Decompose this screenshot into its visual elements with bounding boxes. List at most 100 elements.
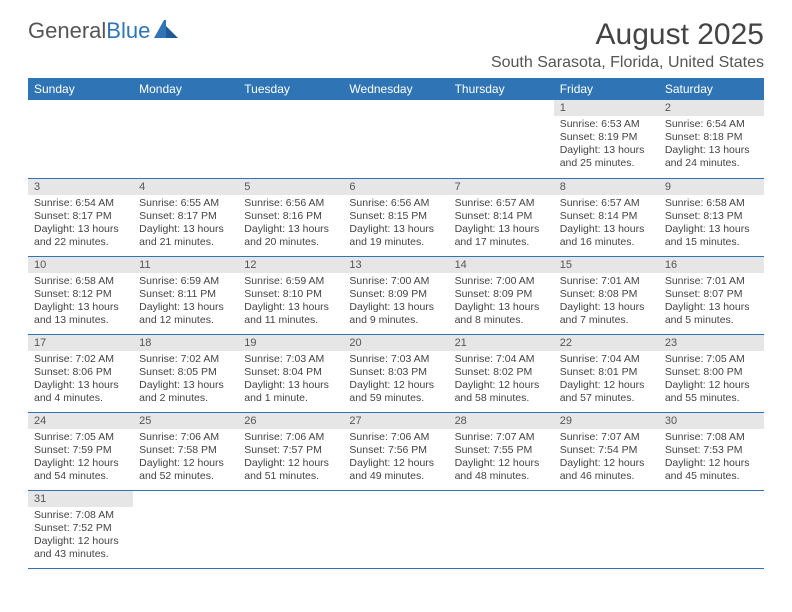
calendar-cell: 24Sunrise: 7:05 AMSunset: 7:59 PMDayligh… [28, 412, 133, 490]
calendar-cell: 13Sunrise: 7:00 AMSunset: 8:09 PMDayligh… [343, 256, 448, 334]
calendar-cell: 18Sunrise: 7:02 AMSunset: 8:05 PMDayligh… [133, 334, 238, 412]
logo: GeneralBlue [28, 18, 180, 44]
day-number: 23 [659, 335, 764, 351]
day-number: 21 [449, 335, 554, 351]
day-number: 24 [28, 413, 133, 429]
calendar-cell [659, 490, 764, 568]
day-details: Sunrise: 7:04 AMSunset: 8:01 PMDaylight:… [554, 351, 659, 410]
calendar-cell: 15Sunrise: 7:01 AMSunset: 8:08 PMDayligh… [554, 256, 659, 334]
day-number: 11 [133, 257, 238, 273]
calendar-cell: 29Sunrise: 7:07 AMSunset: 7:54 PMDayligh… [554, 412, 659, 490]
day-details: Sunrise: 7:05 AMSunset: 7:59 PMDaylight:… [28, 429, 133, 488]
day-details: Sunrise: 7:08 AMSunset: 7:52 PMDaylight:… [28, 507, 133, 566]
day-number: 12 [238, 257, 343, 273]
weekday-header: Thursday [449, 78, 554, 100]
calendar-cell: 4Sunrise: 6:55 AMSunset: 8:17 PMDaylight… [133, 178, 238, 256]
day-details: Sunrise: 7:01 AMSunset: 8:08 PMDaylight:… [554, 273, 659, 332]
day-number: 31 [28, 491, 133, 507]
day-details: Sunrise: 6:56 AMSunset: 8:16 PMDaylight:… [238, 195, 343, 254]
weekday-header: Friday [554, 78, 659, 100]
calendar-cell: 10Sunrise: 6:58 AMSunset: 8:12 PMDayligh… [28, 256, 133, 334]
day-details: Sunrise: 7:02 AMSunset: 8:06 PMDaylight:… [28, 351, 133, 410]
calendar-cell [133, 490, 238, 568]
weekday-header: Sunday [28, 78, 133, 100]
calendar-cell [449, 490, 554, 568]
calendar-cell: 19Sunrise: 7:03 AMSunset: 8:04 PMDayligh… [238, 334, 343, 412]
day-details: Sunrise: 7:00 AMSunset: 8:09 PMDaylight:… [343, 273, 448, 332]
calendar-cell: 17Sunrise: 7:02 AMSunset: 8:06 PMDayligh… [28, 334, 133, 412]
day-number: 17 [28, 335, 133, 351]
day-number: 27 [343, 413, 448, 429]
day-details: Sunrise: 6:58 AMSunset: 8:12 PMDaylight:… [28, 273, 133, 332]
day-details: Sunrise: 6:54 AMSunset: 8:17 PMDaylight:… [28, 195, 133, 254]
calendar-cell: 7Sunrise: 6:57 AMSunset: 8:14 PMDaylight… [449, 178, 554, 256]
calendar-cell [554, 490, 659, 568]
day-number: 26 [238, 413, 343, 429]
calendar-week-row: 3Sunrise: 6:54 AMSunset: 8:17 PMDaylight… [28, 178, 764, 256]
calendar-cell: 11Sunrise: 6:59 AMSunset: 8:11 PMDayligh… [133, 256, 238, 334]
day-details: Sunrise: 7:08 AMSunset: 7:53 PMDaylight:… [659, 429, 764, 488]
day-number: 3 [28, 179, 133, 195]
day-number: 16 [659, 257, 764, 273]
calendar-cell: 23Sunrise: 7:05 AMSunset: 8:00 PMDayligh… [659, 334, 764, 412]
location: South Sarasota, Florida, United States [491, 54, 764, 72]
calendar-cell [238, 100, 343, 178]
day-number: 30 [659, 413, 764, 429]
day-details: Sunrise: 6:57 AMSunset: 8:14 PMDaylight:… [449, 195, 554, 254]
day-number: 20 [343, 335, 448, 351]
day-number: 6 [343, 179, 448, 195]
calendar-cell: 26Sunrise: 7:06 AMSunset: 7:57 PMDayligh… [238, 412, 343, 490]
calendar-cell: 1Sunrise: 6:53 AMSunset: 8:19 PMDaylight… [554, 100, 659, 178]
day-number: 29 [554, 413, 659, 429]
day-number: 7 [449, 179, 554, 195]
day-details: Sunrise: 7:06 AMSunset: 7:56 PMDaylight:… [343, 429, 448, 488]
calendar-cell [238, 490, 343, 568]
day-details: Sunrise: 6:56 AMSunset: 8:15 PMDaylight:… [343, 195, 448, 254]
day-details: Sunrise: 7:04 AMSunset: 8:02 PMDaylight:… [449, 351, 554, 410]
day-number: 22 [554, 335, 659, 351]
weekday-header: Tuesday [238, 78, 343, 100]
day-details: Sunrise: 7:02 AMSunset: 8:05 PMDaylight:… [133, 351, 238, 410]
day-number: 25 [133, 413, 238, 429]
title-block: August 2025 South Sarasota, Florida, Uni… [491, 18, 764, 72]
calendar-cell: 20Sunrise: 7:03 AMSunset: 8:03 PMDayligh… [343, 334, 448, 412]
day-details: Sunrise: 6:58 AMSunset: 8:13 PMDaylight:… [659, 195, 764, 254]
day-details: Sunrise: 7:05 AMSunset: 8:00 PMDaylight:… [659, 351, 764, 410]
calendar-cell: 5Sunrise: 6:56 AMSunset: 8:16 PMDaylight… [238, 178, 343, 256]
day-number: 4 [133, 179, 238, 195]
calendar-cell [449, 100, 554, 178]
day-number: 2 [659, 100, 764, 116]
calendar-cell: 16Sunrise: 7:01 AMSunset: 8:07 PMDayligh… [659, 256, 764, 334]
day-number: 10 [28, 257, 133, 273]
calendar-week-row: 1Sunrise: 6:53 AMSunset: 8:19 PMDaylight… [28, 100, 764, 178]
day-details: Sunrise: 6:59 AMSunset: 8:11 PMDaylight:… [133, 273, 238, 332]
calendar-cell: 31Sunrise: 7:08 AMSunset: 7:52 PMDayligh… [28, 490, 133, 568]
calendar-week-row: 10Sunrise: 6:58 AMSunset: 8:12 PMDayligh… [28, 256, 764, 334]
calendar-cell: 25Sunrise: 7:06 AMSunset: 7:58 PMDayligh… [133, 412, 238, 490]
calendar-cell [133, 100, 238, 178]
day-number: 9 [659, 179, 764, 195]
logo-text-a: General [28, 18, 106, 44]
day-number: 8 [554, 179, 659, 195]
calendar-cell [343, 100, 448, 178]
day-number: 28 [449, 413, 554, 429]
day-number: 5 [238, 179, 343, 195]
day-details: Sunrise: 7:06 AMSunset: 7:57 PMDaylight:… [238, 429, 343, 488]
calendar-cell: 27Sunrise: 7:06 AMSunset: 7:56 PMDayligh… [343, 412, 448, 490]
calendar-cell: 21Sunrise: 7:04 AMSunset: 8:02 PMDayligh… [449, 334, 554, 412]
day-details: Sunrise: 6:59 AMSunset: 8:10 PMDaylight:… [238, 273, 343, 332]
day-details: Sunrise: 7:03 AMSunset: 8:04 PMDaylight:… [238, 351, 343, 410]
calendar-cell: 2Sunrise: 6:54 AMSunset: 8:18 PMDaylight… [659, 100, 764, 178]
calendar-cell [28, 100, 133, 178]
calendar-cell [343, 490, 448, 568]
calendar-week-row: 17Sunrise: 7:02 AMSunset: 8:06 PMDayligh… [28, 334, 764, 412]
day-details: Sunrise: 7:03 AMSunset: 8:03 PMDaylight:… [343, 351, 448, 410]
day-number: 14 [449, 257, 554, 273]
logo-text-b: Blue [106, 18, 150, 44]
logo-icon [154, 18, 180, 44]
day-details: Sunrise: 6:55 AMSunset: 8:17 PMDaylight:… [133, 195, 238, 254]
calendar-cell: 8Sunrise: 6:57 AMSunset: 8:14 PMDaylight… [554, 178, 659, 256]
calendar-cell: 22Sunrise: 7:04 AMSunset: 8:01 PMDayligh… [554, 334, 659, 412]
calendar-week-row: 31Sunrise: 7:08 AMSunset: 7:52 PMDayligh… [28, 490, 764, 568]
header: GeneralBlue August 2025 South Sarasota, … [28, 18, 764, 72]
